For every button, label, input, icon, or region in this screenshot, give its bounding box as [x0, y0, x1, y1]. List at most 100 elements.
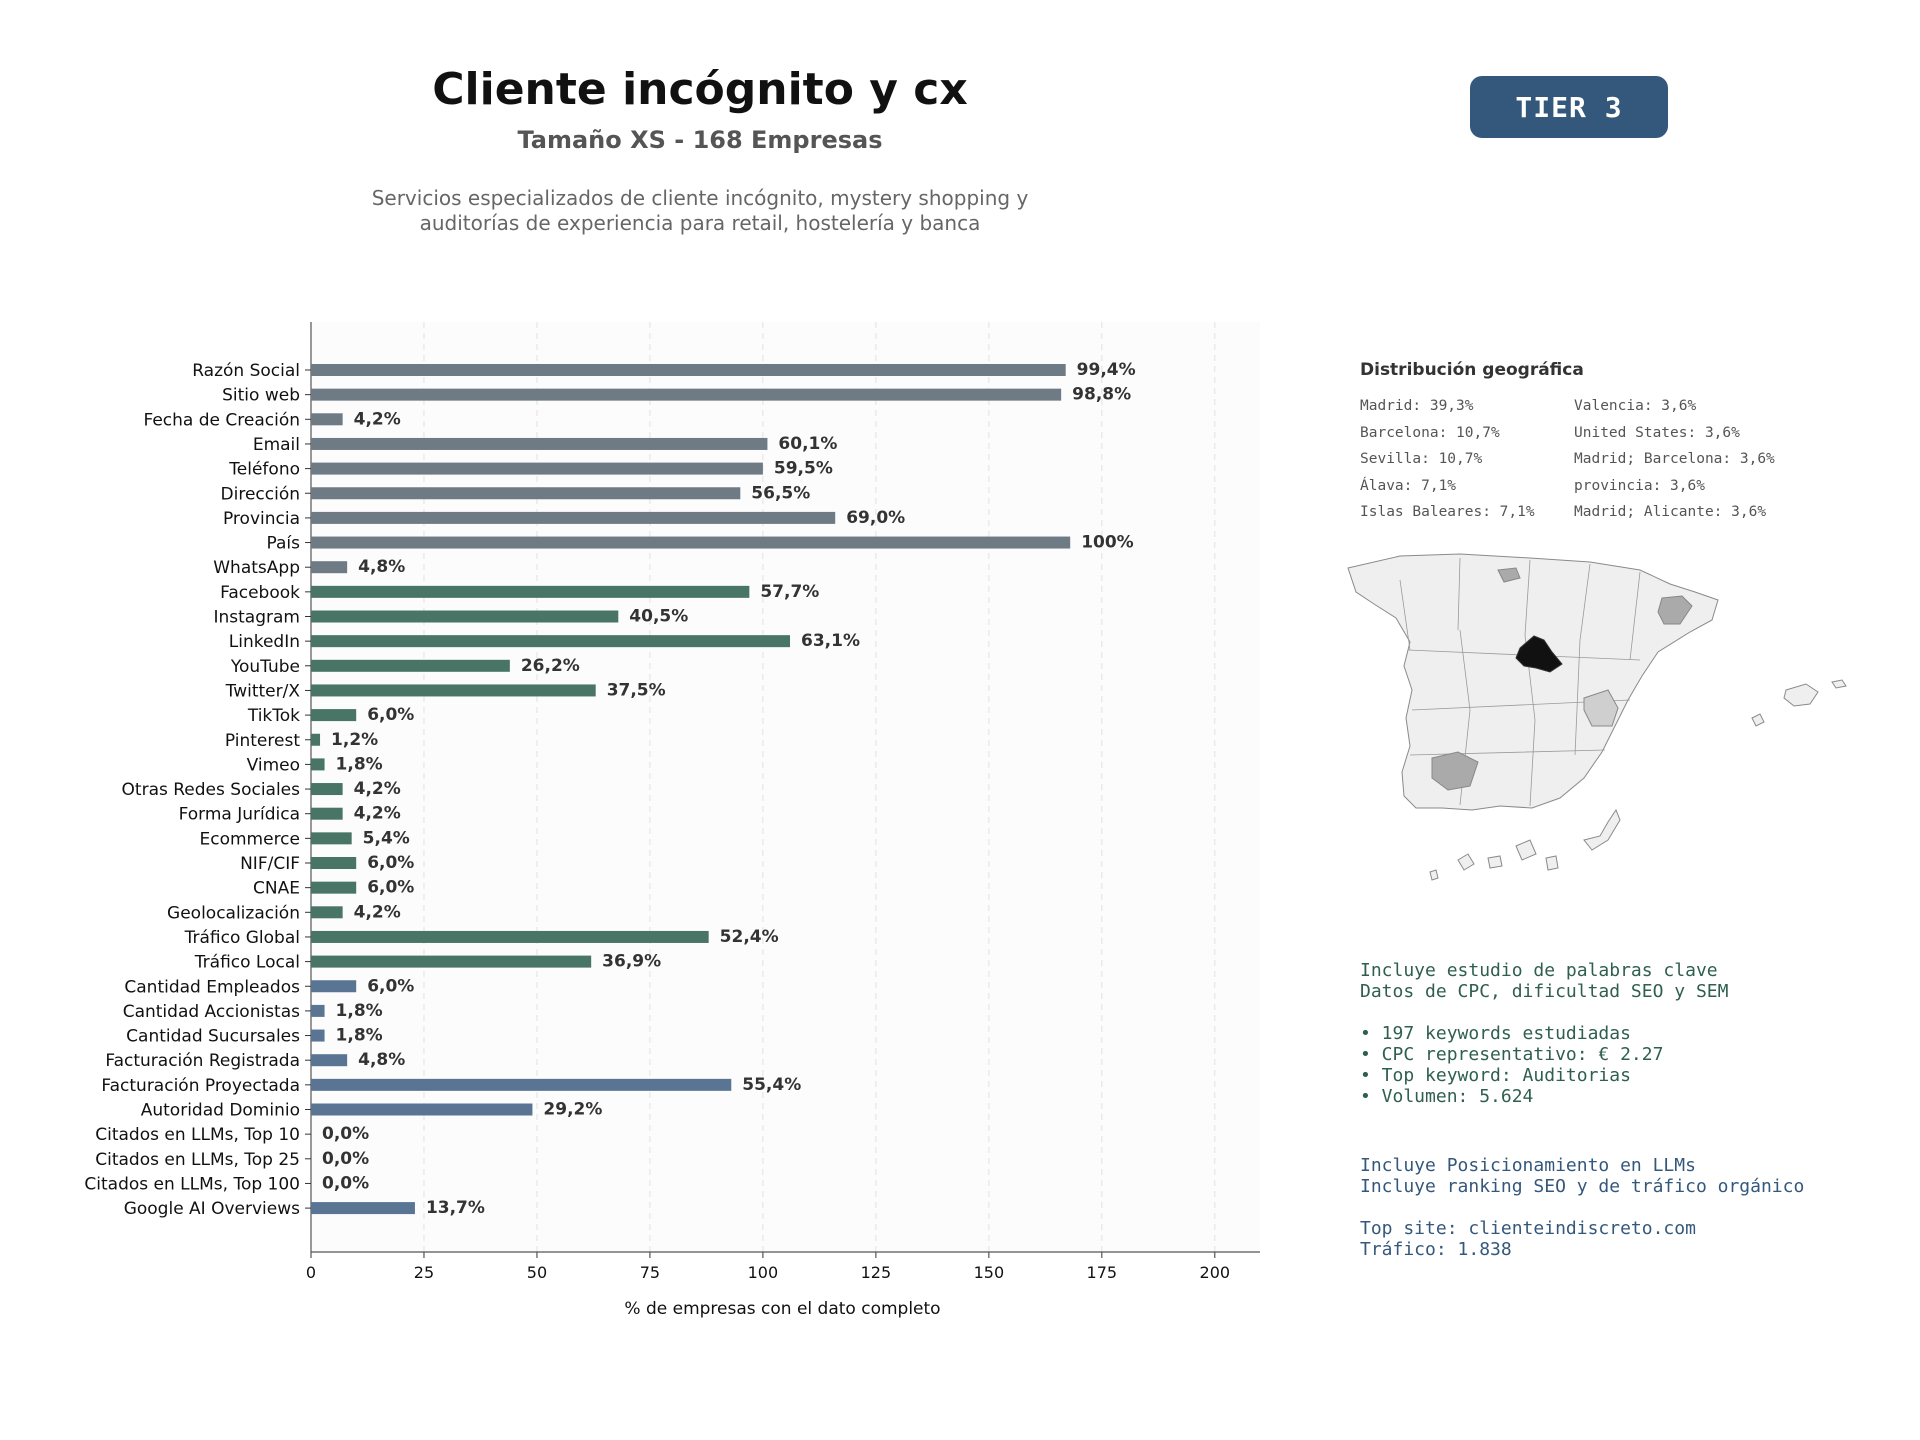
value-label: 13,7%: [426, 1198, 485, 1218]
bar: [311, 1078, 732, 1091]
geo-item: Barcelona: 10,7%: [1360, 424, 1500, 441]
geo-item: provincia: 3,6%: [1574, 477, 1705, 494]
bar: [311, 1054, 348, 1067]
value-label: 98,8%: [1072, 385, 1131, 405]
value-label: 59,5%: [774, 459, 833, 479]
x-tick-label: 50: [527, 1263, 547, 1282]
bar: [311, 511, 836, 524]
geo-item: Madrid; Alicante: 3,6%: [1574, 504, 1767, 520]
llm-line: [1360, 1197, 1804, 1218]
bar: [311, 733, 321, 746]
value-label: 52,4%: [720, 927, 779, 947]
value-label: 56,5%: [751, 483, 810, 503]
bar: [311, 437, 768, 450]
category-label: Instagram: [214, 608, 301, 628]
category-label: País: [267, 534, 301, 554]
x-tick-label: 125: [861, 1263, 892, 1282]
category-label: Ecommerce: [200, 829, 301, 849]
value-label: 1,8%: [336, 1026, 383, 1046]
value-label: 100%: [1081, 533, 1134, 553]
category-label: Citados en LLMs, Top 100: [84, 1174, 300, 1194]
category-label: NIF/CIF: [240, 854, 300, 874]
llm-info: Incluye Posicionamiento en LLMs Incluye r…: [1360, 1155, 1804, 1260]
value-label: 0,0%: [322, 1124, 369, 1144]
x-tick-label: 25: [414, 1263, 434, 1282]
keywords-line: • CPC representativo: € 2.27: [1360, 1044, 1664, 1065]
keywords-line: • Volumen: 5.624: [1360, 1086, 1534, 1107]
map-canary-4: [1545, 855, 1559, 871]
value-label: 0,0%: [322, 1149, 369, 1169]
category-label: Facturación Registrada: [105, 1051, 300, 1071]
value-label: 4,2%: [354, 902, 401, 922]
x-tick-label: 100: [748, 1263, 779, 1282]
category-label: Email: [253, 435, 300, 455]
bar: [311, 684, 596, 697]
tier-badge: TIER 3: [1470, 76, 1668, 138]
category-label: Geolocalización: [167, 903, 300, 923]
bar: [311, 610, 619, 623]
page-subtitle: Tamaño XS - 168 Empresas: [517, 126, 883, 154]
category-label: Pinterest: [225, 731, 300, 751]
bar: [311, 783, 343, 796]
map-canary-1: [1457, 853, 1475, 871]
category-label: Sitio web: [222, 386, 300, 406]
map-mainland: [1347, 553, 1719, 811]
category-label: Facebook: [220, 583, 300, 603]
category-label: Forma Jurídica: [179, 805, 300, 825]
value-label: 63,1%: [801, 631, 860, 651]
description-line-1: Servicios especializados de cliente incó…: [371, 186, 1029, 210]
llm-line: Tráfico: 1.838: [1360, 1239, 1512, 1260]
keywords-line: Datos de CPC, dificultad SEO y SEM: [1360, 981, 1729, 1002]
value-label: 6,0%: [367, 976, 414, 996]
bar: [311, 561, 348, 574]
map-regions: [1347, 553, 1847, 881]
x-tick-label: 175: [1087, 1263, 1118, 1282]
bar: [311, 955, 592, 968]
geo-item: Álava: 7,1%: [1360, 477, 1457, 494]
geo-item: Sevilla: 10,7%: [1360, 451, 1483, 467]
description-line-2: auditorías de experiencia para retail, h…: [419, 211, 981, 235]
value-label: 5,4%: [363, 828, 410, 848]
llm-line: Incluye Posicionamiento en LLMs: [1360, 1155, 1696, 1176]
map-alava: [1497, 567, 1521, 583]
geo-item: Madrid: 39,3%: [1360, 398, 1474, 414]
keywords-line: • 197 keywords estudiadas: [1360, 1023, 1631, 1044]
category-label: Facturación Proyectada: [101, 1076, 300, 1096]
value-label: 0,0%: [322, 1173, 369, 1193]
bar: [311, 659, 510, 672]
value-label: 29,2%: [543, 1100, 602, 1120]
bar: [311, 487, 741, 500]
bar: [311, 635, 791, 648]
value-label: 6,0%: [367, 705, 414, 725]
bar: [311, 758, 325, 771]
x-tick-label: 75: [640, 1263, 660, 1282]
category-label: Twitter/X: [225, 681, 301, 701]
geo-item: Valencia: 3,6%: [1574, 398, 1697, 414]
value-label: 99,4%: [1077, 360, 1136, 380]
spain-map: [1347, 553, 1847, 881]
bar: [311, 462, 763, 475]
value-label: 6,0%: [367, 853, 414, 873]
category-label: Cantidad Accionistas: [123, 1002, 300, 1022]
bar: [311, 1029, 325, 1042]
x-tick-label: 0: [306, 1263, 316, 1282]
category-label: LinkedIn: [229, 632, 300, 652]
category-label: Fecha de Creación: [143, 410, 300, 430]
value-label: 4,2%: [354, 409, 401, 429]
bar: [311, 807, 343, 820]
keywords-info: Incluye estudio de palabras clave Datos d…: [1360, 960, 1728, 1107]
value-label: 37,5%: [607, 680, 666, 700]
geo-item: Madrid; Barcelona: 3,6%: [1574, 451, 1775, 467]
value-label: 26,2%: [521, 656, 580, 676]
value-label: 55,4%: [742, 1075, 801, 1095]
value-label: 40,5%: [629, 607, 688, 627]
category-label: Autoridad Dominio: [141, 1101, 300, 1121]
category-label: Cantidad Sucursales: [126, 1027, 300, 1047]
category-label: Razón Social: [192, 361, 300, 381]
x-axis-label: % de empresas con el dato completo: [624, 1299, 940, 1319]
map-ibiza: [1751, 713, 1765, 727]
map-canary-2: [1487, 855, 1503, 869]
map-menorca: [1831, 679, 1847, 689]
category-label: Provincia: [223, 509, 300, 529]
x-tick-label: 150: [974, 1263, 1005, 1282]
